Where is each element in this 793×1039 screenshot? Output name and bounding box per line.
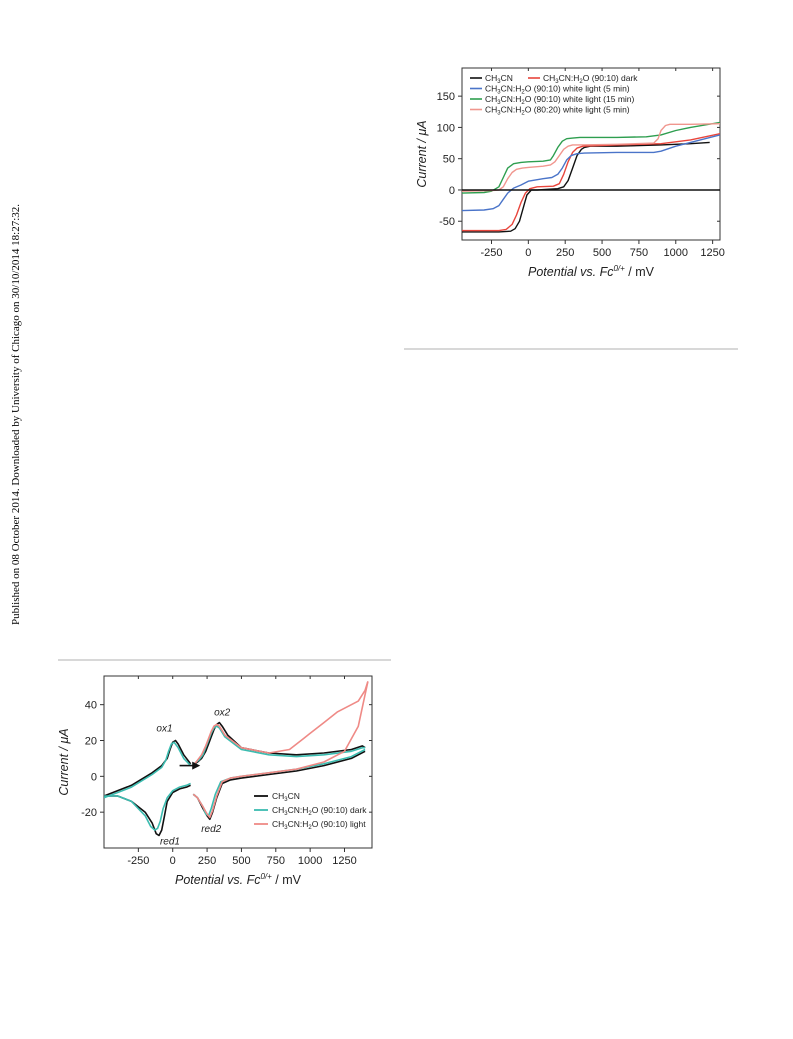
y-tick-label: 0	[91, 771, 97, 783]
x-tick-label: 0	[525, 247, 531, 259]
y-tick-label: 0	[449, 185, 455, 197]
series-group	[104, 681, 369, 837]
x-tick-label: 1250	[700, 247, 724, 259]
x-tick-label: 1000	[664, 247, 688, 259]
series-line-0	[462, 141, 710, 233]
divider-bottom-left	[58, 659, 391, 661]
legend-label: CH3CN:H2O (90:10) dark	[272, 805, 367, 817]
series-line-2	[462, 134, 720, 212]
series-group	[462, 121, 720, 233]
plot-frame	[103, 675, 373, 849]
y-tick-label: 100	[437, 122, 455, 134]
x-tick-label: -250	[480, 247, 502, 259]
legend-label: CH3CN	[485, 73, 513, 85]
legend-label: CH3CN:H2O (80:20) white light (5 min)	[485, 105, 630, 117]
x-tick-label: 750	[267, 855, 285, 867]
series-line-1	[194, 725, 366, 765]
x-tick-label: 0	[170, 855, 176, 867]
series-line-1	[104, 782, 191, 831]
x-tick-label: 1250	[332, 855, 356, 867]
x-tick-label: 250	[198, 855, 216, 867]
peak-label-ox2: ox2	[214, 707, 231, 718]
x-axis-title: Potential vs. Fc0/+ / mV	[528, 264, 655, 279]
x-tick-label: -250	[127, 855, 149, 867]
legend-label: CH3CN:H2O (90:10) dark	[543, 73, 638, 85]
peak-label-red1: red1	[160, 836, 180, 847]
peak-label-red2: red2	[201, 824, 221, 835]
legend-label: CH3CN:H2O (90:10) light	[272, 819, 366, 831]
x-tick-label: 750	[630, 247, 648, 259]
y-tick-label: 150	[437, 91, 455, 103]
chart-voltammetry-steady-state: -250 0 250 500 750 1000 1250 -50 0 50 100 150 Potent…	[400, 60, 740, 290]
series-line-0	[194, 721, 366, 765]
chart-cyclic-voltammogram: -250 0 250 500 750 1000 1250 -20 0 20 40 Potential …	[57, 670, 380, 890]
legend-label: CH3CN:H2O (90:10) white light (5 min)	[485, 84, 630, 96]
scan-arrow-head	[192, 761, 201, 770]
series-line-4	[462, 123, 720, 192]
y-tick-label: -20	[81, 807, 97, 819]
x-tick-label: 500	[593, 247, 611, 259]
series-line-3	[462, 121, 720, 194]
y-tick-label: 40	[85, 700, 97, 712]
x-tick-label: 500	[232, 855, 250, 867]
y-tick-label: 20	[85, 736, 97, 748]
x-axis-title: Potential vs. Fc0/+ / mV	[175, 872, 302, 887]
series-line-1	[104, 741, 192, 799]
y-axis-title: Current / μA	[415, 120, 429, 187]
series-line-2	[194, 681, 369, 765]
y-tick-label: 50	[443, 154, 455, 166]
legend-label: CH3CN	[272, 791, 300, 803]
plot-frame	[461, 67, 721, 241]
peak-label-ox1: ox1	[156, 724, 172, 735]
publication-watermark: Published on 08 October 2014. Downloaded…	[10, 204, 22, 625]
divider-top-right	[404, 348, 738, 350]
series-line-2	[192, 681, 369, 819]
y-axis-title: Current / μA	[57, 728, 71, 795]
y-tick-label: -50	[439, 216, 455, 228]
series-line-1	[462, 133, 720, 232]
x-tick-label: 1000	[298, 855, 322, 867]
x-tick-label: 250	[556, 247, 574, 259]
